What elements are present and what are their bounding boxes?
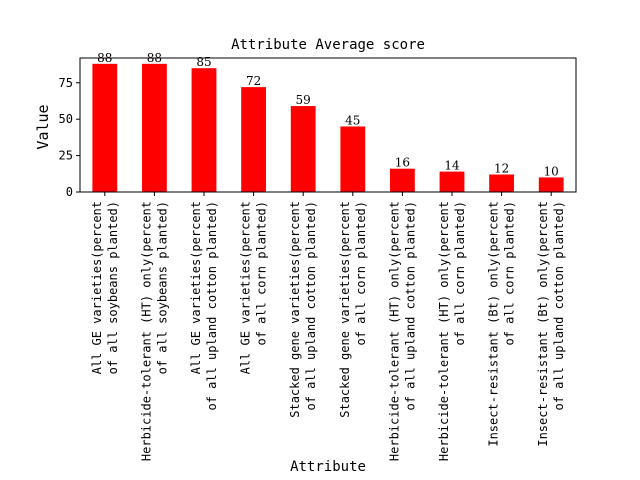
bars-group (92, 63, 564, 193)
bar (390, 168, 415, 192)
x-tick-label: Insect-resistant (Bt) only(percent of all… (487, 201, 517, 447)
bar (142, 63, 167, 193)
bar-value-label: 45 (345, 113, 360, 127)
bar (538, 177, 564, 192)
y-tick-label: 25 (59, 149, 73, 163)
bar (92, 63, 118, 193)
x-tick-label: Herbicide-tolerant (HT) only(percent of a… (139, 201, 169, 461)
bar (439, 171, 465, 192)
x-tick-label: Insect-resistant (Bt) only(percent of all… (536, 201, 566, 447)
bar (340, 126, 366, 192)
y-axis: 0 25 50 75 (59, 76, 80, 199)
chart-title: Attribute Average score (231, 37, 425, 53)
x-tick-label: All GE varieties(percent of all soybeans … (90, 201, 120, 374)
y-axis-title: Value (34, 104, 52, 149)
x-axis: All GE varieties(percent of all soybeans … (90, 192, 566, 461)
bar (191, 68, 217, 192)
x-tick-label: Stacked gene varieties(percent of all cor… (338, 201, 368, 418)
bar (489, 174, 514, 192)
bar-value-label: 16 (395, 156, 410, 170)
x-tick-label: Stacked gene varieties(percent of all upl… (288, 201, 318, 418)
y-tick-label: 50 (59, 112, 73, 126)
y-tick-label: 75 (59, 76, 73, 90)
x-tick-label: All GE varieties(percent of all corn plan… (239, 201, 269, 374)
x-tick-label: Herbicide-tolerant (HT) only(percent of a… (437, 201, 467, 461)
bar (290, 106, 316, 192)
x-tick-label: Herbicide-tolerant (HT) only(percent of a… (387, 201, 417, 461)
x-axis-title: Attribute (290, 459, 366, 475)
bar-value-label: 85 (196, 55, 211, 69)
bar-value-label: 12 (494, 162, 509, 176)
bar-value-label: 14 (444, 159, 460, 173)
bar-value-label: 10 (544, 164, 559, 178)
bar-value-label: 59 (296, 93, 311, 107)
bar-value-label: 72 (246, 74, 261, 88)
y-tick-label: 0 (66, 185, 73, 199)
plot-frame (79, 57, 577, 193)
x-tick-label: All GE varieties(percent of all upland co… (189, 201, 219, 411)
bar (241, 87, 266, 192)
